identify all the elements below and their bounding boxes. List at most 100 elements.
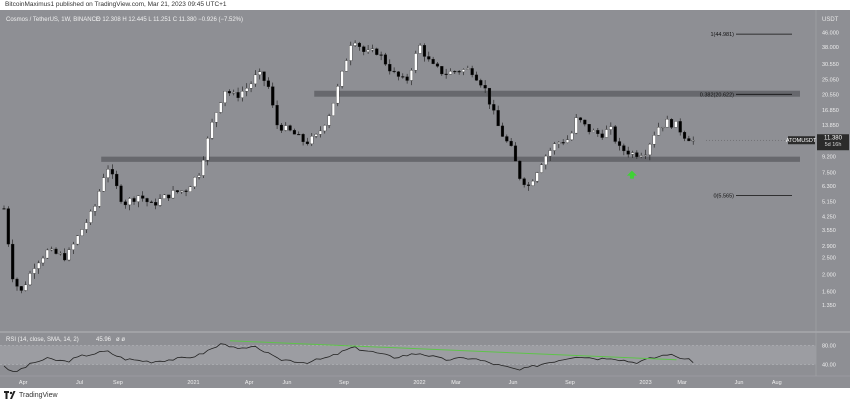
price-tick-label: 1.350 (822, 303, 836, 309)
candle-body (570, 132, 574, 140)
candle-body (284, 125, 288, 131)
candle-body (41, 257, 45, 264)
candle-body (223, 91, 227, 103)
candle-body (652, 135, 656, 145)
candle-body (214, 112, 218, 123)
candle-body (548, 150, 552, 157)
price-tick-label: 2.500 (822, 255, 836, 261)
candle-body (496, 110, 500, 127)
candle-body (249, 83, 253, 89)
candle-body (288, 125, 292, 131)
price-tick-label: 38.000 (822, 45, 839, 51)
candle-body (617, 141, 622, 146)
time-axis-ticks: Apr Jul Sep 2021 Apr Jun Sep 2022 Mar Jun Sep 2023 M… (19, 380, 782, 386)
footer-bar (0, 388, 850, 404)
candle-body (392, 70, 396, 73)
price-chart[interactable]: 1(44.981) 0.382(20.622) 0(5.565) 46.000 38.… (0, 10, 850, 388)
candle-body (97, 191, 101, 207)
horizontal-zones (101, 90, 800, 162)
candle-body (418, 45, 422, 54)
candle-body (470, 68, 474, 76)
candle-body (136, 195, 140, 202)
candle-body (6, 208, 10, 245)
fib-level-label: 0(5.565) (714, 193, 735, 199)
candle-body (388, 64, 392, 72)
candle-body (19, 286, 23, 291)
time-tick-label: 2022 (413, 380, 425, 386)
price-tick-label: 46.000 (822, 30, 839, 36)
header-bar: BitcoinMaximus1 published on TradingView… (0, 0, 850, 10)
fib-levels: 1(44.981) 0.382(20.622) 0(5.565) (700, 32, 792, 199)
candle-body (578, 117, 583, 121)
candles (2, 40, 816, 294)
candle-body (370, 48, 374, 51)
candle-body (427, 56, 431, 60)
candle-body (119, 185, 123, 202)
candle-body (587, 124, 591, 133)
price-tick-label: 4.250 (822, 214, 836, 220)
candle-body (132, 198, 136, 202)
candle-body (661, 126, 665, 129)
candle-body (67, 249, 71, 261)
candle-body (171, 190, 175, 199)
candle-body (210, 122, 214, 139)
time-tick-label: 2023 (639, 380, 651, 386)
candle-body (106, 169, 110, 178)
candle-body (232, 92, 236, 94)
time-tick-label: Jun (283, 380, 292, 386)
candle-body (271, 86, 275, 106)
price-tick-label: 25.050 (822, 77, 839, 83)
rsi-line (3, 343, 694, 372)
candle-body (639, 155, 643, 157)
price-tick-label: 7.500 (822, 170, 836, 176)
candle-body (24, 284, 28, 291)
price-tick-label: 20.550 (822, 93, 839, 99)
candle-body (409, 70, 414, 81)
rsi-band (0, 345, 816, 365)
candle-body (414, 53, 418, 71)
candle-body (310, 136, 314, 145)
price-unit-label: USDT (822, 17, 839, 23)
tradingview-logo[interactable]: TradingView (4, 391, 58, 399)
candle-body (340, 70, 344, 87)
tradingview-logo-icon (4, 391, 16, 399)
candle-body (635, 152, 639, 157)
candle-body (201, 159, 205, 176)
price-tick-label: 5.150 (822, 199, 836, 205)
price-tick-label: 1.600 (822, 290, 836, 296)
time-tick-label: Sep (565, 380, 575, 386)
price-tick-label: 2.000 (822, 272, 836, 278)
candle-body (188, 186, 192, 192)
candle-body (366, 49, 370, 52)
candle-body (266, 80, 270, 87)
candle-body (227, 91, 231, 94)
candle-body (431, 59, 435, 64)
candle-body (483, 85, 487, 89)
candle-body (669, 119, 674, 128)
candle-body (609, 126, 613, 130)
candle-body (604, 129, 609, 138)
candle-body (184, 190, 188, 192)
time-tick-label: Mar (677, 380, 687, 386)
candle-body (422, 45, 427, 57)
candle-body (344, 60, 348, 72)
candle-body (58, 253, 62, 255)
candle-body (149, 201, 153, 203)
candle-body (292, 130, 296, 135)
rsi-tick-label: 40.00 (822, 363, 836, 369)
candle-body (357, 42, 361, 47)
candle-body (656, 127, 661, 136)
candle-body (466, 68, 470, 70)
candle-body (630, 152, 635, 155)
candle-body (396, 71, 401, 77)
candle-body (167, 194, 171, 199)
ohlc-legend: O 12.308 H 12.445 L 11.251 C 11.380 −0.9… (96, 17, 243, 23)
candle-body (262, 71, 266, 81)
candle-body (375, 48, 379, 55)
current-price-countdown: 5d 16h (825, 142, 842, 148)
candle-body (323, 125, 327, 132)
tradingview-brand: TradingView (19, 391, 58, 399)
candle-body (37, 262, 41, 269)
candle-body (674, 121, 678, 128)
candle-body (453, 71, 457, 73)
